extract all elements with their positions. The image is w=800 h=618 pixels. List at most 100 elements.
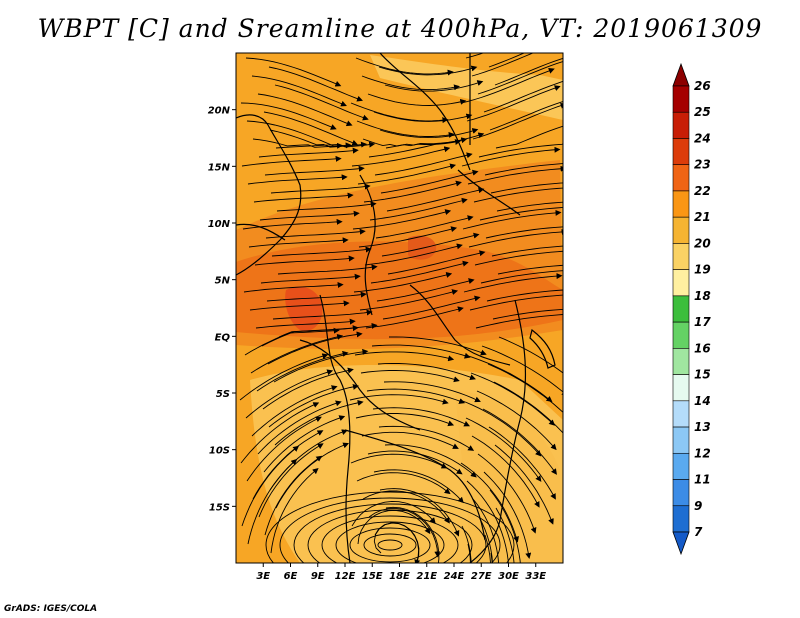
- grads-credit: GrADS: IGES/COLA: [4, 604, 98, 614]
- streamline: [241, 155, 342, 167]
- colorbar-label: 26: [694, 79, 711, 93]
- streamline: [276, 201, 377, 212]
- streamline: [264, 455, 323, 536]
- streamline: [260, 273, 361, 284]
- streamline: [383, 381, 481, 403]
- colorbar-segment: [672, 426, 690, 454]
- streamline: [360, 370, 460, 383]
- streamline: [354, 351, 455, 362]
- circulation-ring: [321, 515, 459, 563]
- lon-tick-label: 33E: [525, 571, 546, 582]
- streamline: [248, 237, 349, 248]
- circulation-ring: [363, 533, 417, 557]
- streamline: [241, 445, 300, 527]
- colorbar-segment: [672, 400, 690, 428]
- streamline: [252, 138, 352, 149]
- streamline: [459, 399, 542, 457]
- streamline: [373, 469, 464, 504]
- streamline: [254, 255, 355, 266]
- streamline: [479, 206, 563, 221]
- streamline: [268, 66, 363, 102]
- lat-tick-label: 5S: [216, 389, 230, 400]
- streamline: [386, 187, 485, 212]
- colorbar-segment: [672, 111, 690, 139]
- streamline: [368, 137, 468, 158]
- streamline: [381, 232, 480, 257]
- streamline: [273, 348, 369, 383]
- colorbar-label: 24: [694, 131, 711, 145]
- colorbar-segment: [672, 138, 690, 166]
- colorbar-label: 22: [694, 184, 711, 198]
- colorbar-label: 15: [694, 368, 711, 382]
- lon-tick-label: 18E: [389, 571, 410, 582]
- streamline: [263, 111, 359, 146]
- streamline: [246, 416, 322, 482]
- streamline: [355, 57, 454, 76]
- streamline: [356, 120, 455, 138]
- streamline: [460, 68, 555, 104]
- streamline: [472, 102, 563, 140]
- colorbar-label: 25: [694, 105, 711, 119]
- streamline: [471, 435, 540, 508]
- colorbar-label: 19: [694, 263, 711, 277]
- streamline: [277, 264, 378, 275]
- streamline: [270, 468, 319, 554]
- colorbar-segment: [672, 85, 690, 113]
- streamline: [255, 318, 356, 329]
- streamline: [377, 363, 476, 381]
- streamline: [361, 75, 460, 91]
- streamline: [490, 182, 563, 194]
- streamline: [496, 201, 563, 212]
- streamline: [350, 102, 449, 124]
- circulation-ring: [279, 497, 501, 563]
- colorbar-label: 14: [694, 394, 711, 408]
- streamline: [358, 226, 458, 248]
- streamline: [483, 471, 532, 559]
- streamline: [380, 169, 479, 194]
- streamline: [478, 143, 563, 158]
- streamline: [466, 85, 561, 122]
- colorbar-segment: [672, 243, 690, 270]
- streamline: [467, 165, 563, 185]
- streamline: [389, 336, 487, 356]
- streamline: [351, 146, 451, 167]
- colorbar-segment: [672, 479, 690, 507]
- colorbar-label: 11: [694, 473, 711, 487]
- colorbar-label: 23: [694, 158, 711, 172]
- streamline: [258, 147, 359, 158]
- colorbar-segment: [672, 505, 690, 533]
- streamline: [264, 165, 365, 176]
- colorbar-segment: [672, 190, 690, 218]
- colorbar-segment: [672, 216, 690, 244]
- streamline: [472, 498, 500, 563]
- lat-tick-label: 15S: [209, 502, 230, 513]
- streamline: [362, 138, 462, 147]
- circulation-ring: [377, 539, 403, 551]
- streamline: [352, 209, 452, 230]
- colorbar-label: 12: [694, 446, 711, 460]
- streamline: [477, 453, 537, 534]
- streamline: [245, 57, 342, 87]
- colorbar-label: 18: [694, 289, 711, 303]
- colorbar-label: 17: [694, 315, 711, 329]
- streamline: [373, 522, 421, 563]
- lat-tick-label: 5N: [215, 276, 231, 287]
- streamline: [475, 314, 563, 329]
- streamline: [473, 187, 563, 203]
- streamline: [263, 415, 346, 473]
- streamline: [272, 309, 373, 320]
- streamline: [240, 402, 320, 464]
- streamline: [494, 444, 554, 525]
- streamline: [243, 281, 344, 293]
- streamline: [246, 120, 343, 149]
- streamline: [471, 53, 534, 77]
- streamline: [464, 354, 553, 403]
- lon-tick-label: 24E: [444, 571, 465, 582]
- streamline: [266, 291, 367, 302]
- streamline: [474, 250, 563, 266]
- streamline: [488, 53, 526, 68]
- plot-title: WBPT [C] and Sreamline at 400hPa, VT: 20…: [37, 14, 763, 43]
- streamline: [366, 388, 466, 404]
- streamline: [485, 226, 563, 239]
- circulation-ring: [349, 527, 431, 563]
